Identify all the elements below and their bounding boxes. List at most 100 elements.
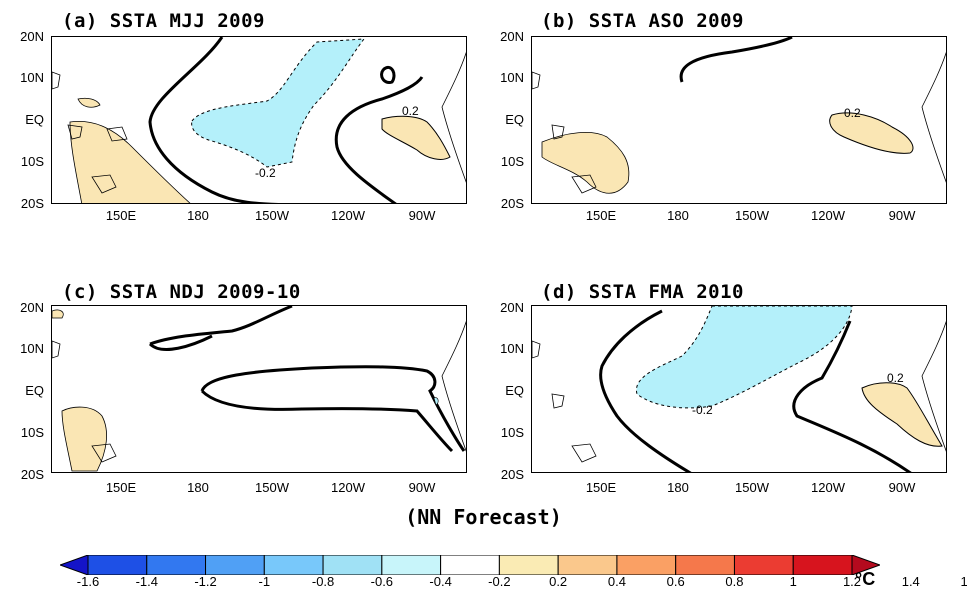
colorbar-segment <box>498 555 559 575</box>
lat-label: 20N <box>500 29 524 44</box>
zero-contour <box>679 37 793 83</box>
coastline <box>52 71 128 194</box>
zero-contour <box>792 320 912 472</box>
lon-label: 150E <box>105 480 137 495</box>
colorbar-segment <box>263 555 324 575</box>
lon-label: 180 <box>667 208 689 223</box>
lon-label: 150E <box>585 480 617 495</box>
coastline <box>921 320 946 452</box>
contour-label-pos: 0.2 <box>402 104 419 118</box>
lat-label: EQ <box>505 383 524 398</box>
colorbar-tick-label: -0.6 <box>370 574 394 589</box>
lat-label: 10N <box>20 341 44 356</box>
map-frame: -0.2 0.2 <box>531 305 947 473</box>
colorbar-segment <box>322 555 383 575</box>
colorbar-tick-label: 1.4 <box>901 574 920 589</box>
positive-anomaly-region <box>381 115 451 160</box>
colorbar-tick-label: 0.6 <box>666 574 685 589</box>
lat-label: 10S <box>20 154 44 169</box>
unit-label: °C <box>855 569 876 589</box>
colorbar-arrow-right <box>851 555 880 575</box>
lon-label: 90W <box>408 208 436 223</box>
colorbar-tick-label: 1.6 <box>960 574 967 589</box>
lon-label: 90W <box>888 208 916 223</box>
lon-label: 120W <box>811 480 845 495</box>
negative-anomaly-region <box>191 38 366 168</box>
lat-label: 10N <box>500 341 524 356</box>
colorbar-segment <box>205 555 265 575</box>
positive-anomaly-region <box>829 112 914 154</box>
lon-label: 180 <box>187 208 209 223</box>
lat-label: 20S <box>20 467 44 482</box>
sst-anomaly-map: -0.2 0.2 <box>52 37 466 203</box>
lon-label: 150W <box>255 208 289 223</box>
lon-label: 150E <box>105 208 137 223</box>
lat-label: 10S <box>500 425 524 440</box>
colorbar-tick-label: -0.2 <box>488 574 511 589</box>
colorbar-arrow-left <box>60 555 89 575</box>
panel-title: (c) SSTA NDJ 2009-10 <box>62 281 301 303</box>
map-frame <box>51 305 467 473</box>
coastline <box>532 340 597 463</box>
lon-label: 120W <box>811 208 845 223</box>
colorbar-tick-label: 1 <box>789 574 797 589</box>
positive-anomaly-region <box>861 382 943 447</box>
colorbar-tick-label: -0.8 <box>311 574 335 589</box>
colorbar-tick-label: 0.8 <box>725 574 744 589</box>
colorbar-segment <box>616 555 677 575</box>
colorbar-segment <box>733 555 794 575</box>
colorbar-tick-label: -1 <box>258 574 271 589</box>
positive-anomaly-region <box>541 132 630 194</box>
contour-label-pos: 0.2 <box>844 106 861 120</box>
colorbar <box>60 555 880 575</box>
coastline <box>441 51 466 183</box>
colorbar-tick-label: -0.4 <box>429 574 452 589</box>
lat-label: EQ <box>505 112 524 127</box>
colorbar-tick-label: -1.4 <box>135 574 158 589</box>
lon-label: 120W <box>331 480 365 495</box>
sst-anomaly-map <box>52 306 466 472</box>
forecast-label: (NN Forecast) <box>405 505 562 529</box>
lat-label: 10S <box>500 154 524 169</box>
negative-anomaly-region <box>636 306 853 409</box>
contour-label-neg: -0.2 <box>692 403 713 417</box>
lat-label: EQ <box>25 112 44 127</box>
colorbar-tick-label: -1.2 <box>194 574 217 589</box>
zero-contour <box>148 334 213 351</box>
panel-title: (d) SSTA FMA 2010 <box>541 281 744 303</box>
negative-anomaly-region <box>433 397 439 406</box>
map-frame: 0.2 <box>531 36 947 204</box>
lon-label: 120W <box>331 208 365 223</box>
lat-label: 20S <box>500 467 524 482</box>
lon-label: 150W <box>255 480 289 495</box>
positive-anomaly-region <box>77 97 101 108</box>
colorbar-tick-label: 0.4 <box>607 574 626 589</box>
zero-contour <box>380 66 396 85</box>
zero-contour <box>200 389 454 453</box>
lat-label: 20N <box>20 300 44 315</box>
colorbar-segment <box>675 555 735 575</box>
lat-label: 20N <box>500 300 524 315</box>
zero-contour <box>599 309 692 472</box>
positive-anomaly-region <box>69 121 191 203</box>
map-frame: -0.2 0.2 <box>51 36 467 204</box>
lat-label: 10N <box>500 70 524 85</box>
zero-contour <box>200 365 466 452</box>
zero-contour <box>334 76 424 203</box>
coastline <box>921 51 946 183</box>
lon-label: 150W <box>735 208 769 223</box>
panel-title: (a) SSTA MJJ 2009 <box>62 10 265 32</box>
lon-label: 150E <box>585 208 617 223</box>
lon-label: 150W <box>735 480 769 495</box>
lat-label: 10N <box>20 70 44 85</box>
colorbar-tick-label: 1.2 <box>842 574 862 589</box>
lat-label: 20S <box>500 196 524 211</box>
lon-label: 180 <box>187 480 209 495</box>
contour-label-neg: -0.2 <box>255 166 276 180</box>
panel-title: (b) SSTA ASO 2009 <box>541 10 744 32</box>
lat-label: 20N <box>20 29 44 44</box>
coastline <box>52 340 117 463</box>
lat-label: 20S <box>20 196 44 211</box>
lon-label: 90W <box>408 480 436 495</box>
positive-anomaly-region <box>61 406 107 472</box>
